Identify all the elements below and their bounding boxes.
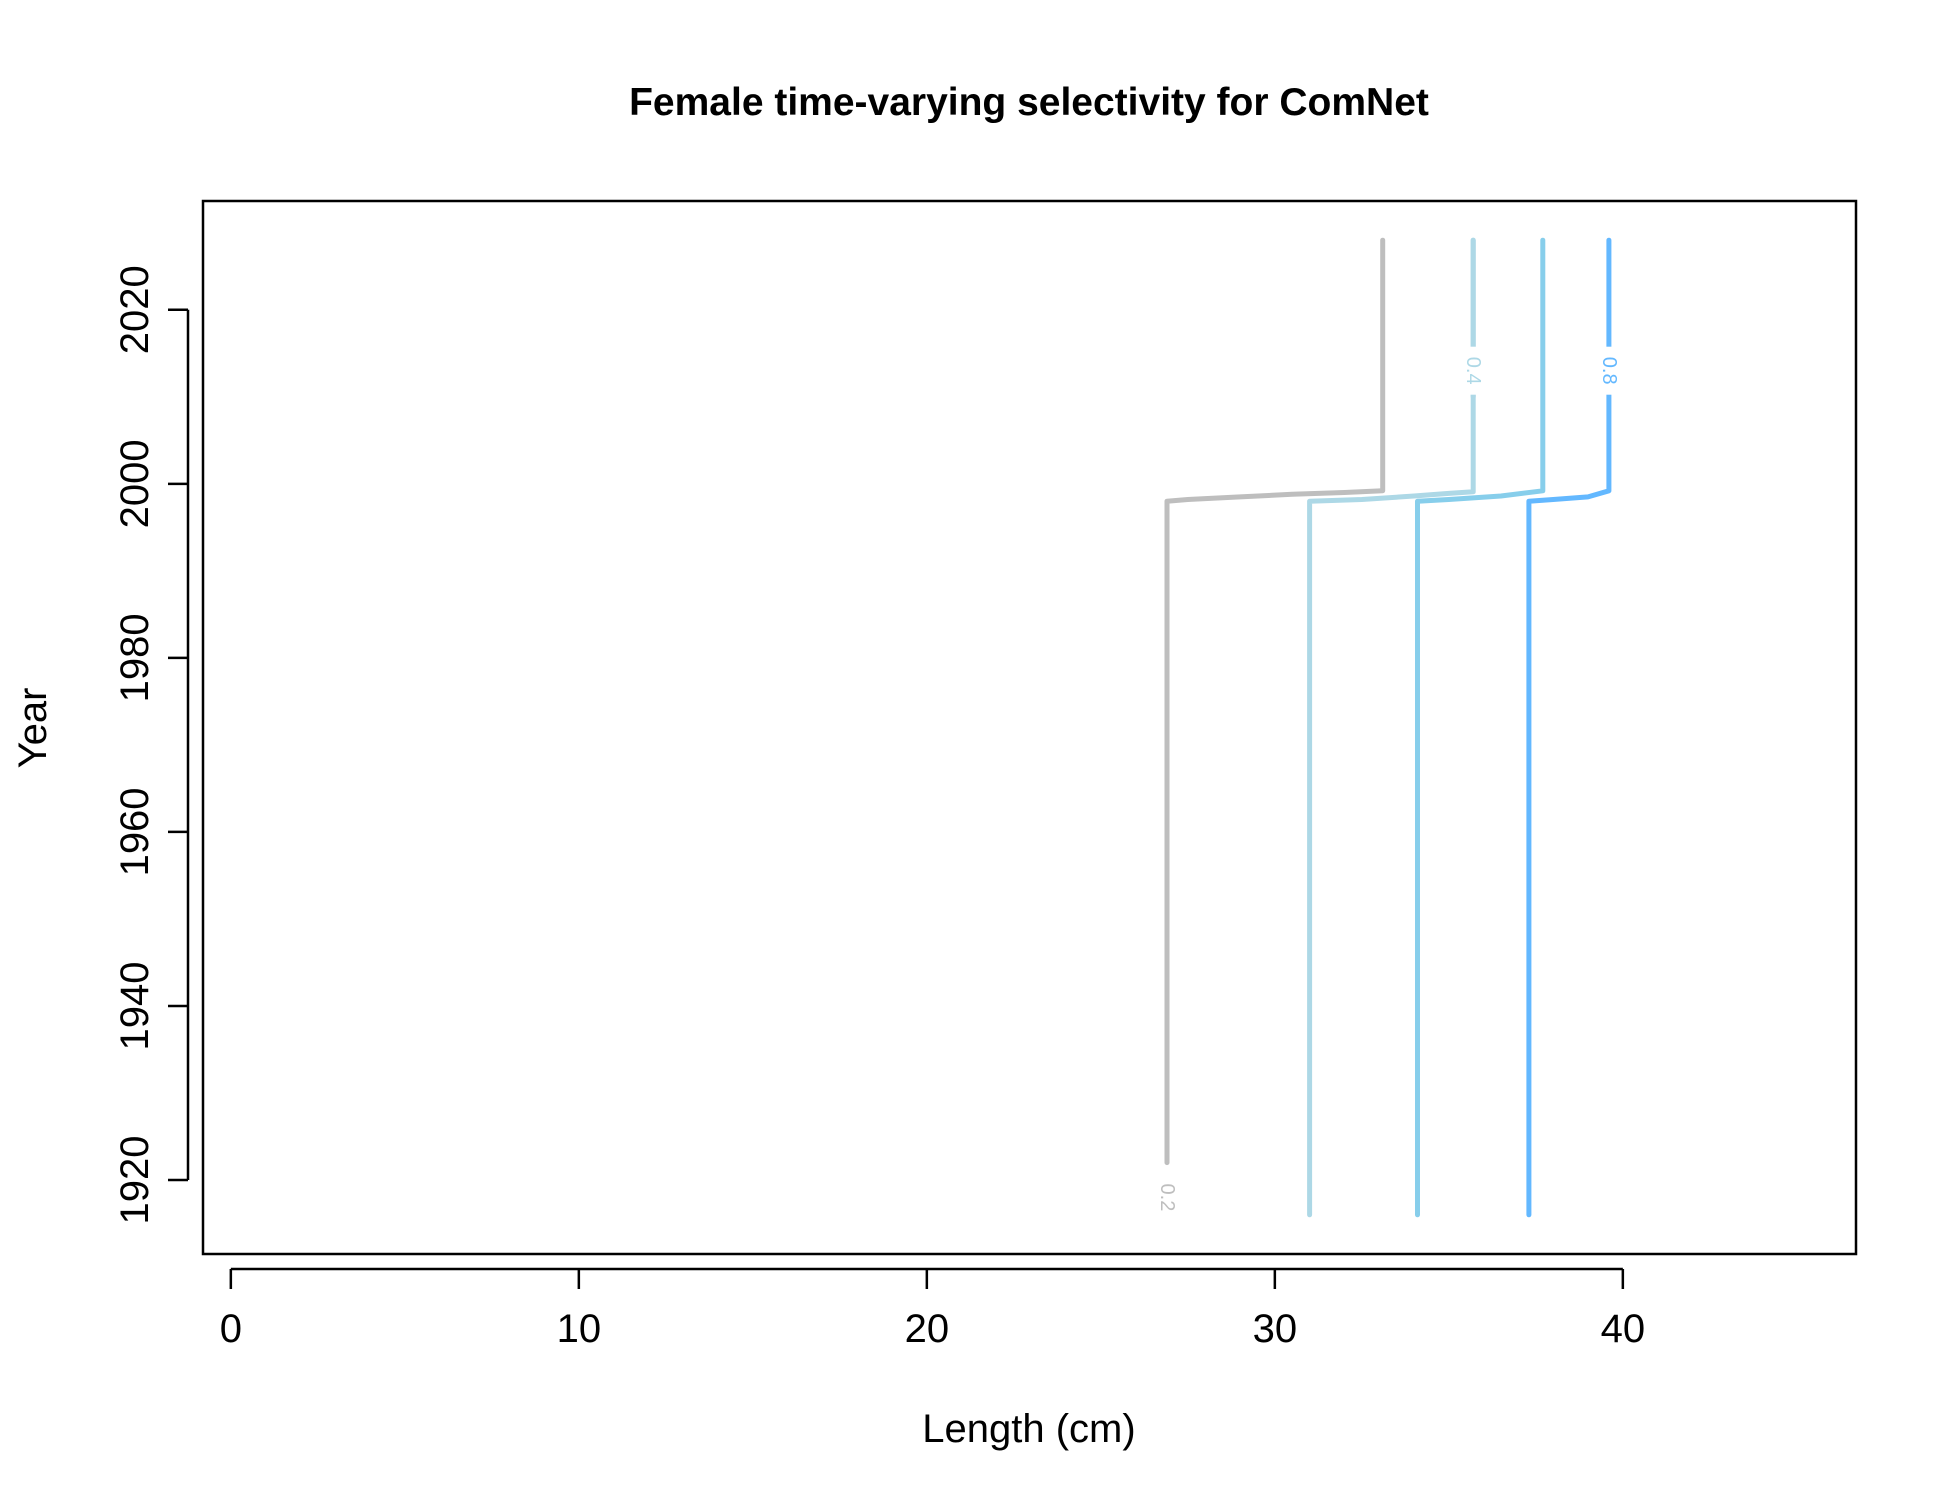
contour-label: 0.4: [1462, 357, 1484, 385]
y-tick-label: 1980: [113, 613, 157, 702]
contour-label-gap: [1156, 1173, 1177, 1222]
contour-line: [1415, 237, 1546, 1218]
y-axis: 1920 1940 1960 1980 2000 2020: [113, 265, 190, 1225]
x-tick-label: 0: [220, 1307, 242, 1351]
x-axis-label: Length (cm): [922, 1407, 1135, 1451]
contour-line: [1164, 237, 1386, 1166]
y-tick-label: 2020: [113, 265, 157, 354]
y-tick-label: 1920: [113, 1136, 157, 1225]
x-tick-label: 40: [1601, 1307, 1646, 1351]
x-axis: 0 10 20 30 40: [220, 1267, 1646, 1351]
contour-label: 0.2: [1156, 1184, 1178, 1212]
contour-line: [1526, 237, 1612, 1218]
x-tick-label: 30: [1253, 1307, 1298, 1351]
x-tick-label: 20: [905, 1307, 950, 1351]
contour-line: [1307, 237, 1476, 1218]
contour-lines: 0.2 0.4 0.8: [1156, 237, 1620, 1222]
y-tick-label: 1960: [113, 787, 157, 876]
chart-title: Female time-varying selectivity for ComN…: [629, 81, 1429, 124]
x-tick-label: 10: [557, 1307, 602, 1351]
y-tick-label: 1940: [113, 961, 157, 1050]
contour-label-gap: [1598, 346, 1619, 395]
y-axis-label: Year: [11, 688, 55, 769]
y-tick-label: 2000: [113, 439, 157, 528]
plot-frame: [201, 199, 1858, 1256]
contour-label-gap: [1463, 346, 1484, 395]
contour-label: 0.8: [1598, 357, 1620, 385]
